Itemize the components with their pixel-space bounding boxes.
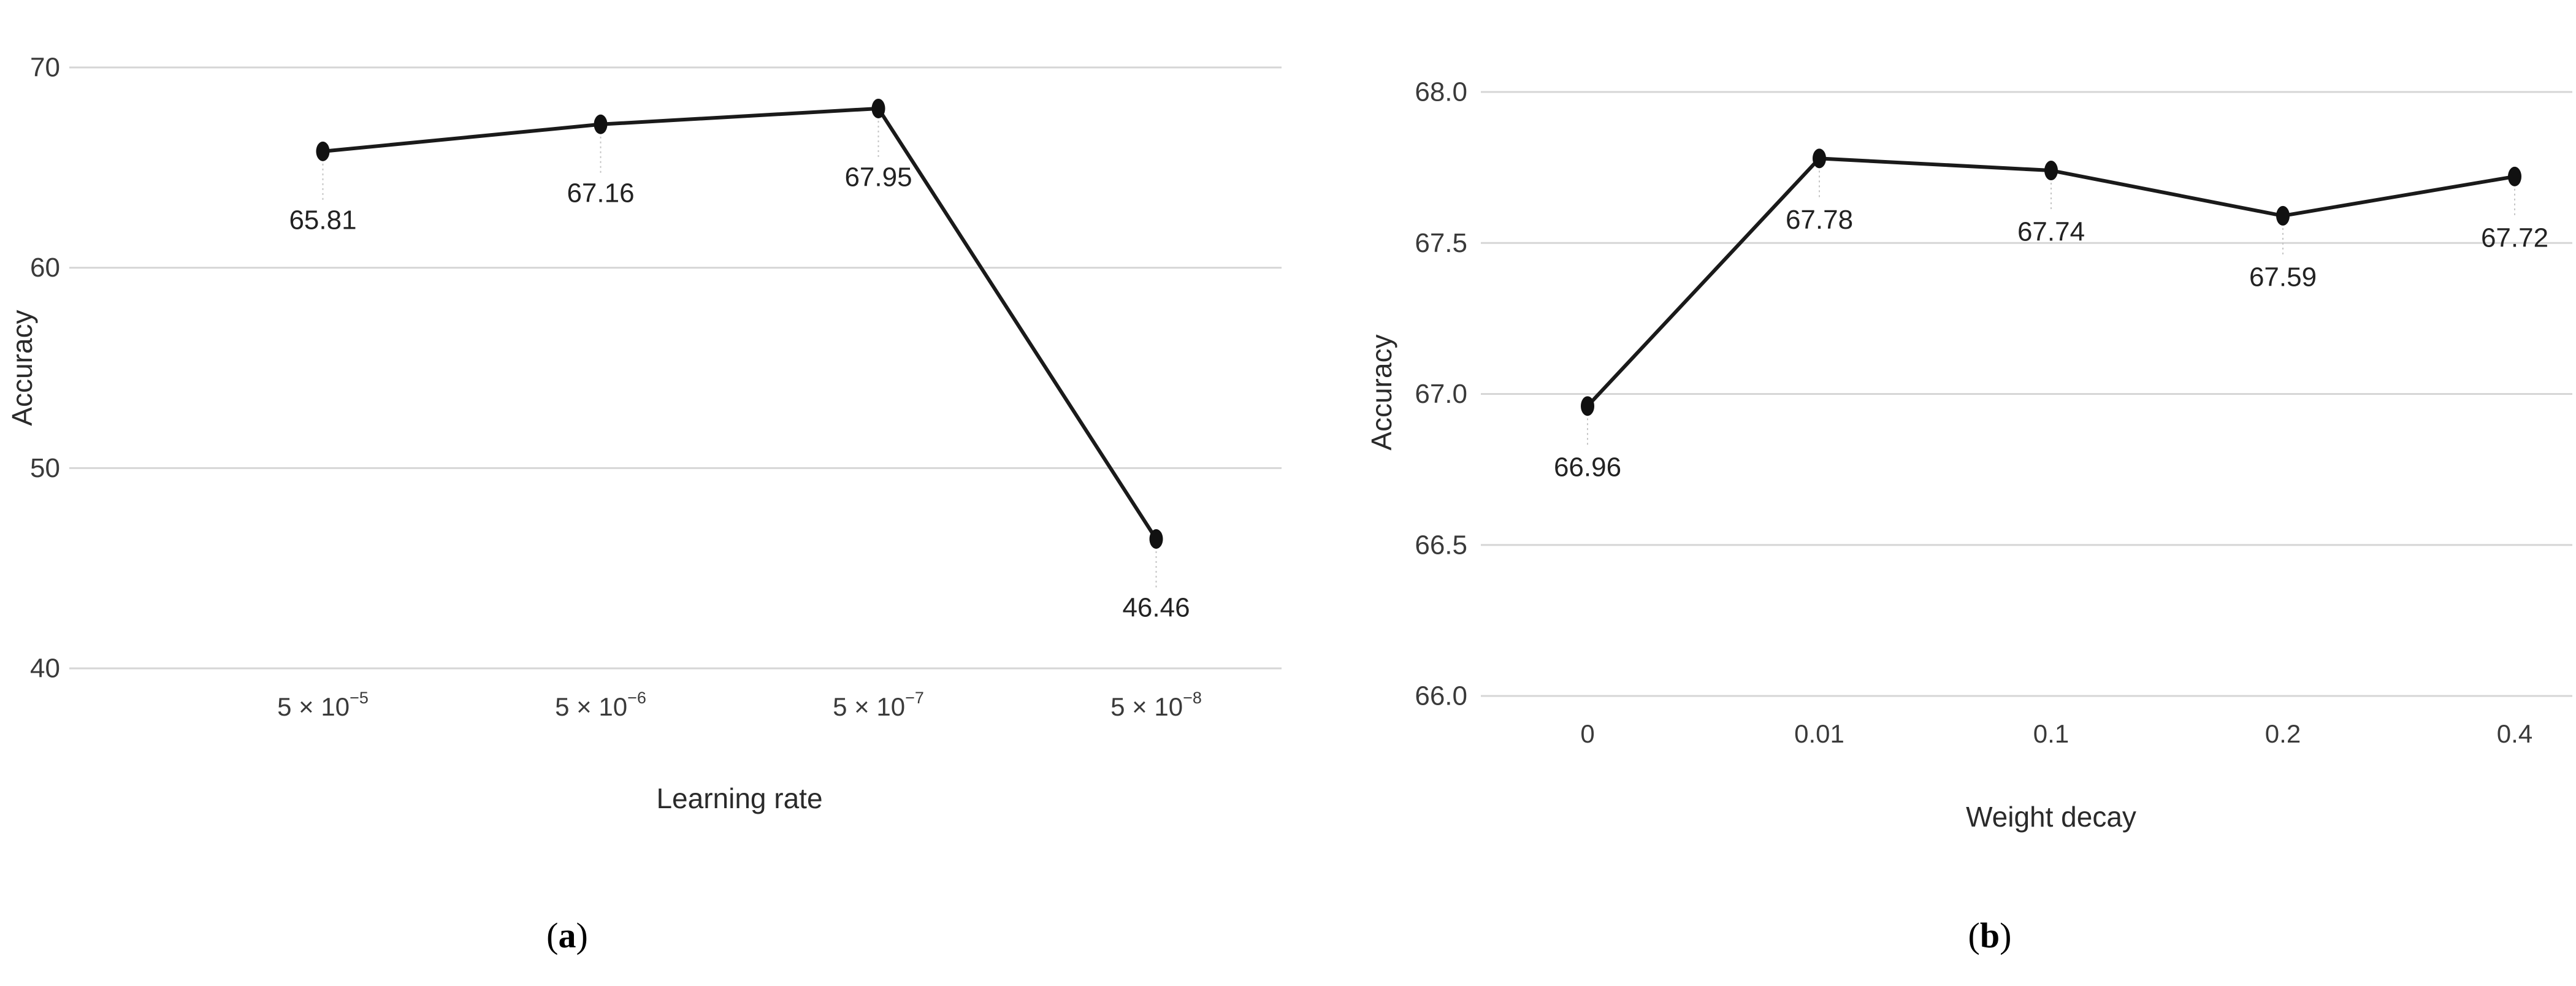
y-tick-label: 67.5 bbox=[1415, 228, 1467, 258]
x-tick-label: 0.4 bbox=[2497, 719, 2532, 748]
y-tick-label: 60 bbox=[30, 253, 60, 283]
x-tick-base: 5 × 10 bbox=[555, 692, 627, 721]
x-tick-base: 5 × 10 bbox=[833, 692, 905, 721]
data-point-label: 67.95 bbox=[844, 162, 912, 192]
y-tick-label: 70 bbox=[30, 53, 60, 83]
data-point-label: 67.59 bbox=[2249, 262, 2317, 292]
caption-b-close-paren: ) bbox=[2000, 915, 2012, 955]
caption-panel-b: (b) bbox=[1968, 915, 2012, 956]
y-axis-title: Accuracy bbox=[1366, 334, 1397, 450]
data-point bbox=[594, 114, 608, 134]
y-tick-label: 68.0 bbox=[1415, 77, 1467, 107]
x-tick-label: 5 × 10−8 bbox=[1110, 689, 1202, 721]
x-tick-label: 5 × 10−7 bbox=[833, 689, 924, 721]
x-tick-base: 0.2 bbox=[2265, 719, 2301, 748]
x-tick-exponent: −8 bbox=[1183, 689, 1202, 707]
y-tick-label: 67.0 bbox=[1415, 379, 1467, 409]
x-tick-base: 5 × 10 bbox=[1110, 692, 1183, 721]
data-point-label: 67.72 bbox=[2481, 223, 2548, 253]
data-point bbox=[1813, 148, 1826, 169]
x-tick-label: 0.01 bbox=[1794, 719, 1844, 748]
chart-weight-decay: 68.0 67.5 67.0 66.5 66.0 66.96 67.78 67.74 67.59… bbox=[1366, 77, 2572, 833]
x-tick-base: 0.01 bbox=[1794, 719, 1844, 748]
caption-b-letter: b bbox=[1979, 915, 2000, 955]
x-tick-label: 5 × 10−6 bbox=[555, 689, 646, 721]
x-axis-title: Learning rate bbox=[656, 782, 822, 814]
x-tick-base: 0.4 bbox=[2497, 719, 2532, 748]
data-point bbox=[2508, 166, 2521, 186]
data-point bbox=[871, 98, 885, 118]
data-point bbox=[316, 141, 330, 161]
data-point-label: 67.74 bbox=[2017, 217, 2085, 247]
y-axis-title: Accuracy bbox=[6, 310, 38, 426]
caption-a-close-paren: ) bbox=[576, 915, 588, 955]
x-axis-title: Weight decay bbox=[1966, 801, 2136, 833]
series-line bbox=[1586, 156, 2517, 408]
x-tick-exponent: −6 bbox=[627, 689, 646, 707]
y-tick-label: 66.5 bbox=[1415, 530, 1467, 560]
x-tick-exponent: −7 bbox=[905, 689, 924, 707]
x-tick-exponent: −5 bbox=[350, 689, 369, 707]
data-point bbox=[2276, 205, 2290, 226]
y-tick-label: 66.0 bbox=[1415, 681, 1467, 711]
data-point-label: 65.81 bbox=[289, 205, 356, 235]
caption-a-open-paren: ( bbox=[546, 915, 559, 955]
x-tick-label: 0 bbox=[1580, 719, 1594, 748]
data-point-label: 46.46 bbox=[1122, 592, 1190, 622]
x-tick-label: 0.1 bbox=[2033, 719, 2069, 748]
x-tick-label: 5 × 10−5 bbox=[277, 689, 369, 721]
data-point-label: 67.16 bbox=[567, 178, 634, 208]
data-point bbox=[2044, 161, 2058, 181]
caption-panel-a: (a) bbox=[546, 915, 588, 956]
data-point bbox=[1581, 396, 1594, 416]
x-tick-base: 0 bbox=[1580, 719, 1594, 748]
x-tick-label: 0.2 bbox=[2265, 719, 2301, 748]
data-point-label: 66.96 bbox=[1554, 453, 1621, 483]
caption-a-letter: a bbox=[558, 915, 576, 955]
y-tick-label: 50 bbox=[30, 453, 60, 483]
data-point-label: 67.78 bbox=[1786, 205, 1853, 235]
series-line bbox=[321, 106, 1158, 541]
x-tick-base: 0.1 bbox=[2033, 719, 2069, 748]
caption-b-open-paren: ( bbox=[1968, 915, 1980, 955]
x-tick-base: 5 × 10 bbox=[277, 692, 350, 721]
data-point bbox=[1149, 529, 1163, 549]
y-tick-label: 40 bbox=[30, 654, 60, 684]
